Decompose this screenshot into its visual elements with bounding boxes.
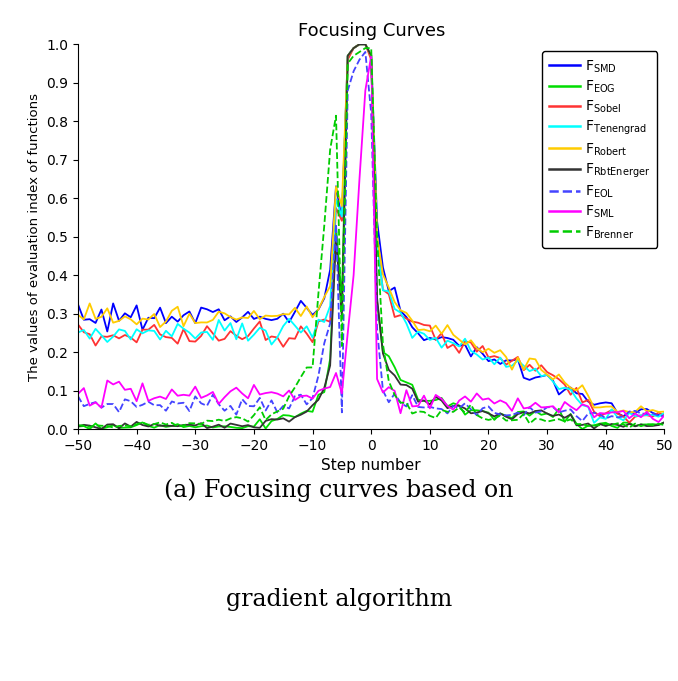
Text: (a) Focusing curves based on: (a) Focusing curves based on	[164, 479, 514, 502]
Legend: $\mathregular{F}$$_{\mathregular{SMD}}$, $\mathregular{F}$$_{\mathregular{EOG}}$: $\mathregular{F}$$_{\mathregular{SMD}}$,…	[542, 51, 658, 248]
Y-axis label: The values of evaluation index of functions: The values of evaluation index of functi…	[28, 93, 41, 381]
Text: gradient algorithm: gradient algorithm	[226, 588, 452, 611]
Title: Focusing Curves: Focusing Curves	[298, 22, 445, 40]
X-axis label: Step number: Step number	[321, 458, 421, 473]
